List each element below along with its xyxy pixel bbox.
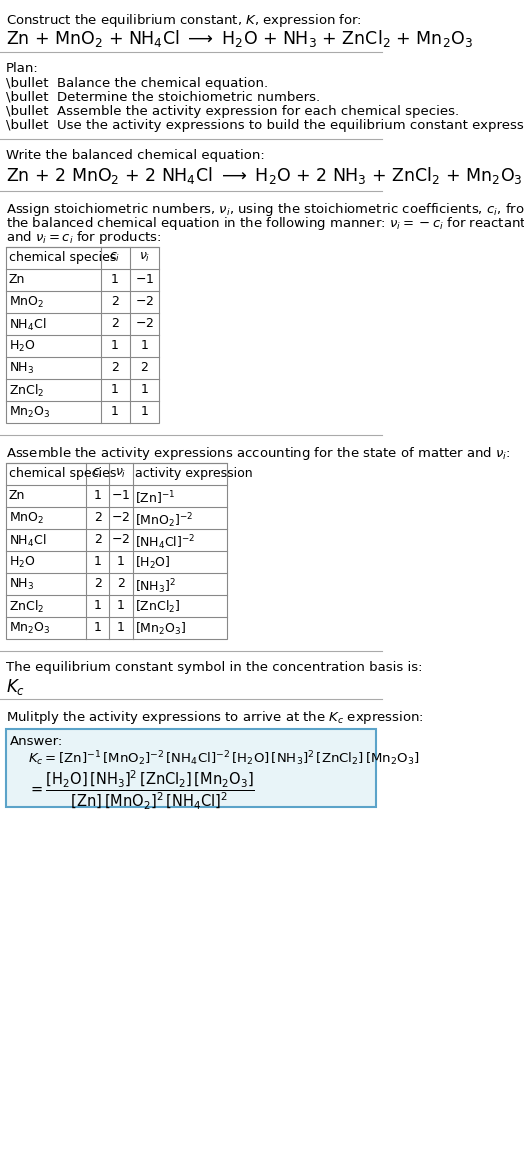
- Text: $c_i$: $c_i$: [110, 251, 121, 264]
- Text: 1: 1: [111, 273, 119, 286]
- Text: [MnO$_2$]$^{-2}$: [MnO$_2$]$^{-2}$: [136, 511, 194, 530]
- Bar: [6, 246, 159, 423]
- Text: 1: 1: [117, 621, 125, 634]
- Text: $= \dfrac{[\mathrm{H_2O}]\,[\mathrm{NH_3}]^2\,[\mathrm{ZnCl_2}]\,[\mathrm{Mn_2O_: $= \dfrac{[\mathrm{H_2O}]\,[\mathrm{NH_3…: [28, 769, 255, 812]
- Text: 1: 1: [111, 405, 119, 418]
- Text: MnO$_2$: MnO$_2$: [9, 511, 44, 526]
- Text: $-2$: $-2$: [135, 317, 154, 330]
- Text: 1: 1: [140, 339, 148, 352]
- Text: the balanced chemical equation in the following manner: $\nu_i = -c_i$ for react: the balanced chemical equation in the fo…: [6, 215, 524, 233]
- Text: [Zn]$^{-1}$: [Zn]$^{-1}$: [136, 489, 176, 507]
- Text: 1: 1: [117, 555, 125, 568]
- Text: $K_c$: $K_c$: [6, 677, 25, 697]
- Text: NH$_4$Cl: NH$_4$Cl: [9, 533, 46, 550]
- Text: Mn$_2$O$_3$: Mn$_2$O$_3$: [9, 621, 50, 636]
- Text: 1: 1: [140, 383, 148, 396]
- Text: and $\nu_i = c_i$ for products:: and $\nu_i = c_i$ for products:: [6, 229, 161, 246]
- Text: \bullet  Determine the stoichiometric numbers.: \bullet Determine the stoichiometric num…: [6, 91, 320, 104]
- Text: 1: 1: [94, 489, 102, 502]
- Text: NH$_4$Cl: NH$_4$Cl: [9, 317, 46, 333]
- Text: chemical species: chemical species: [9, 467, 116, 480]
- Text: activity expression: activity expression: [136, 467, 253, 480]
- Text: 2: 2: [111, 361, 119, 374]
- Text: \bullet  Assemble the activity expression for each chemical species.: \bullet Assemble the activity expression…: [6, 105, 459, 118]
- Text: $\nu_i$: $\nu_i$: [138, 251, 150, 264]
- Text: \bullet  Use the activity expressions to build the equilibrium constant expressi: \bullet Use the activity expressions to …: [6, 119, 524, 132]
- Text: Zn + MnO$_2$ + NH$_4$Cl $\longrightarrow$ H$_2$O + NH$_3$ + ZnCl$_2$ + Mn$_2$O$_: Zn + MnO$_2$ + NH$_4$Cl $\longrightarrow…: [6, 28, 473, 49]
- Text: $-1$: $-1$: [111, 489, 130, 502]
- Text: Zn: Zn: [9, 489, 25, 502]
- Text: NH$_3$: NH$_3$: [9, 577, 34, 592]
- Text: Construct the equilibrium constant, $K$, expression for:: Construct the equilibrium constant, $K$,…: [6, 12, 362, 29]
- Text: $-2$: $-2$: [112, 511, 130, 524]
- Text: 1: 1: [111, 383, 119, 396]
- Text: 1: 1: [94, 599, 102, 612]
- Text: 1: 1: [117, 599, 125, 612]
- Text: $K_c = [\mathrm{Zn}]^{-1}\,[\mathrm{MnO_2}]^{-2}\,[\mathrm{NH_4Cl}]^{-2}\,[\math: $K_c = [\mathrm{Zn}]^{-1}\,[\mathrm{MnO_…: [28, 749, 419, 768]
- Text: NH$_3$: NH$_3$: [9, 361, 34, 376]
- Text: 2: 2: [94, 577, 102, 590]
- Text: [NH$_4$Cl]$^{-2}$: [NH$_4$Cl]$^{-2}$: [136, 533, 196, 552]
- Text: H$_2$O: H$_2$O: [9, 555, 35, 570]
- Text: 1: 1: [94, 621, 102, 634]
- Text: 2: 2: [94, 511, 102, 524]
- Text: Mn$_2$O$_3$: Mn$_2$O$_3$: [9, 405, 50, 420]
- Text: H$_2$O: H$_2$O: [9, 339, 35, 354]
- Text: Plan:: Plan:: [6, 62, 39, 75]
- Text: Zn + 2 MnO$_2$ + 2 NH$_4$Cl $\longrightarrow$ H$_2$O + 2 NH$_3$ + ZnCl$_2$ + Mn$: Zn + 2 MnO$_2$ + 2 NH$_4$Cl $\longrighta…: [6, 165, 522, 186]
- Text: \bullet  Balance the chemical equation.: \bullet Balance the chemical equation.: [6, 78, 268, 90]
- Text: Write the balanced chemical equation:: Write the balanced chemical equation:: [6, 149, 265, 162]
- Text: ZnCl$_2$: ZnCl$_2$: [9, 383, 44, 399]
- Text: ZnCl$_2$: ZnCl$_2$: [9, 599, 44, 616]
- Text: 1: 1: [140, 405, 148, 418]
- Text: 2: 2: [111, 317, 119, 330]
- Text: Answer:: Answer:: [10, 735, 63, 747]
- Text: Zn: Zn: [9, 273, 25, 286]
- Text: [Mn$_2$O$_3$]: [Mn$_2$O$_3$]: [136, 621, 187, 638]
- Text: [ZnCl$_2$]: [ZnCl$_2$]: [136, 599, 181, 616]
- Text: The equilibrium constant symbol in the concentration basis is:: The equilibrium constant symbol in the c…: [6, 661, 422, 675]
- Text: [NH$_3$]$^2$: [NH$_3$]$^2$: [136, 577, 176, 596]
- Bar: [6, 463, 227, 639]
- Text: 2: 2: [140, 361, 148, 374]
- Text: Assemble the activity expressions accounting for the state of matter and $\nu_i$: Assemble the activity expressions accoun…: [6, 445, 510, 462]
- Text: 2: 2: [117, 577, 125, 590]
- Text: $-1$: $-1$: [135, 273, 154, 286]
- Text: $\nu_i$: $\nu_i$: [115, 467, 127, 480]
- Text: $-2$: $-2$: [112, 533, 130, 546]
- Text: 2: 2: [111, 295, 119, 308]
- Text: $c_i$: $c_i$: [92, 467, 103, 480]
- Text: 2: 2: [94, 533, 102, 546]
- FancyBboxPatch shape: [6, 729, 376, 806]
- Text: $-2$: $-2$: [135, 295, 154, 308]
- Text: MnO$_2$: MnO$_2$: [9, 295, 44, 310]
- Text: Assign stoichiometric numbers, $\nu_i$, using the stoichiometric coefficients, $: Assign stoichiometric numbers, $\nu_i$, …: [6, 201, 524, 218]
- Text: chemical species: chemical species: [9, 251, 116, 264]
- Text: 1: 1: [94, 555, 102, 568]
- Text: Mulitply the activity expressions to arrive at the $K_c$ expression:: Mulitply the activity expressions to arr…: [6, 709, 423, 725]
- Text: 1: 1: [111, 339, 119, 352]
- Text: [H$_2$O]: [H$_2$O]: [136, 555, 171, 572]
